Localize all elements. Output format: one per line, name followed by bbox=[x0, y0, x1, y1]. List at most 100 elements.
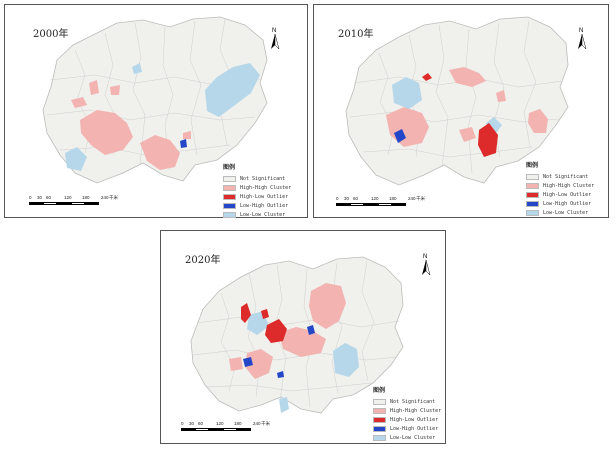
swatch-high-high bbox=[223, 184, 236, 191]
high-high-cluster bbox=[459, 127, 476, 142]
legend-item: Not Significant bbox=[223, 174, 291, 183]
high-high-cluster bbox=[528, 109, 548, 133]
scale-unit: 千米 bbox=[261, 421, 270, 426]
scale-unit: 千米 bbox=[109, 195, 118, 200]
high-high-cluster bbox=[183, 131, 191, 139]
scale-ticks: 0 30 60 120 180 240 千米 bbox=[181, 421, 281, 428]
legend-label: High-High Cluster bbox=[390, 407, 442, 414]
panel-year-label: 2000年 bbox=[33, 29, 69, 40]
legend-label: Low-High Outlier bbox=[543, 200, 592, 207]
north-arrow-icon: N bbox=[422, 254, 431, 276]
scale-tick: 180 bbox=[389, 196, 397, 201]
high-high-cluster bbox=[80, 110, 133, 155]
swatch-not-significant bbox=[526, 173, 539, 180]
north-arrow-icon: N bbox=[271, 28, 280, 50]
north-arrow-icon: N bbox=[578, 28, 587, 50]
map-2010 bbox=[345, 16, 569, 186]
legend-label: High-Low Outlier bbox=[543, 191, 592, 198]
scale-bar: 0 30 60 120 180 240 千米 bbox=[29, 195, 129, 205]
scale-tick: 240 bbox=[101, 195, 109, 200]
legend-item: Low-Low Cluster bbox=[526, 208, 594, 217]
map-panel-2010: 2010年 N 图例 Not Significant High-High Clu… bbox=[313, 4, 609, 218]
scale-ticks: 0 30 60 120 180 240 千米 bbox=[336, 196, 436, 203]
scale-bar: 0 30 60 120 180 240 千米 bbox=[336, 196, 436, 206]
swatch-low-high bbox=[223, 202, 236, 209]
panel-year-label: 2020年 bbox=[185, 255, 221, 266]
scale-bar-graphic bbox=[336, 203, 436, 206]
legend-label: Not Significant bbox=[390, 398, 436, 405]
scale-unit: 千米 bbox=[416, 196, 425, 201]
low-high-outlier bbox=[277, 371, 284, 378]
scale-tick: 30 bbox=[37, 195, 43, 200]
scale-tick: 60 bbox=[353, 196, 359, 201]
legend-label: Low-Low Cluster bbox=[390, 434, 436, 441]
scale-tick: 240 bbox=[253, 421, 261, 426]
legend-label: Low-High Outlier bbox=[390, 425, 439, 432]
legend-title: 图例 bbox=[373, 387, 386, 394]
high-high-cluster bbox=[229, 357, 243, 371]
swatch-high-high bbox=[526, 182, 539, 189]
swatch-low-high bbox=[526, 200, 539, 207]
legend-item: High-High Cluster bbox=[223, 183, 291, 192]
scale-tick: 60 bbox=[198, 421, 204, 426]
swatch-high-low bbox=[526, 191, 539, 198]
low-low-cluster bbox=[132, 63, 142, 74]
low-low-cluster bbox=[279, 397, 289, 413]
map-panel-2000: 2000年 N 图例 Not Significant High-High Clu… bbox=[4, 4, 308, 218]
legend-item: Low-High Outlier bbox=[373, 424, 441, 433]
high-high-cluster bbox=[279, 327, 326, 357]
high-low-outlier bbox=[478, 123, 498, 157]
scale-tick: 240 bbox=[408, 196, 416, 201]
high-low-outlier bbox=[241, 303, 251, 323]
north-label: N bbox=[272, 28, 276, 34]
low-low-cluster bbox=[392, 77, 422, 109]
legend-item: High-Low Outlier bbox=[223, 192, 291, 201]
legend-label: High-High Cluster bbox=[240, 184, 292, 191]
legend: 图例 Not Significant High-High Cluster Hig… bbox=[223, 162, 291, 219]
swatch-low-low bbox=[223, 211, 236, 218]
north-label: N bbox=[579, 28, 583, 34]
scale-tick: 30 bbox=[344, 196, 350, 201]
swatch-high-high bbox=[373, 407, 386, 414]
scale-bar: 0 30 60 120 180 240 千米 bbox=[181, 421, 281, 431]
legend-item: Not Significant bbox=[373, 397, 441, 406]
low-high-outlier bbox=[394, 129, 406, 143]
scale-tick: 0 bbox=[29, 195, 32, 200]
scale-bar-graphic bbox=[29, 202, 129, 205]
low-high-outlier bbox=[180, 139, 187, 148]
legend-title: 图例 bbox=[526, 162, 539, 169]
high-low-outlier bbox=[265, 319, 287, 343]
swatch-low-low bbox=[526, 209, 539, 216]
low-low-cluster bbox=[333, 343, 359, 377]
high-low-outlier bbox=[422, 73, 432, 81]
panel-year-label: 2010年 bbox=[338, 29, 374, 40]
legend-label: Not Significant bbox=[543, 173, 589, 180]
legend-label: Low-Low Cluster bbox=[543, 209, 589, 216]
swatch-high-low bbox=[373, 416, 386, 423]
legend-item: Low-Low Cluster bbox=[373, 433, 441, 442]
legend-item: Low-High Outlier bbox=[223, 201, 291, 210]
swatch-not-significant bbox=[373, 398, 386, 405]
legend-label: High-Low Outlier bbox=[390, 416, 439, 423]
scale-tick: 120 bbox=[216, 421, 224, 426]
legend-label: Not Significant bbox=[240, 175, 286, 182]
scale-bar-graphic bbox=[181, 428, 281, 431]
scale-tick: 180 bbox=[234, 421, 242, 426]
map-2000 bbox=[42, 16, 268, 184]
legend-item: High-Low Outlier bbox=[526, 190, 594, 199]
legend-label: High-High Cluster bbox=[543, 182, 595, 189]
high-high-cluster bbox=[140, 135, 180, 170]
scale-tick: 60 bbox=[46, 195, 52, 200]
legend-item: Not Significant bbox=[526, 172, 594, 181]
scale-tick: 180 bbox=[82, 195, 90, 200]
legend-item: Low-Low Cluster bbox=[223, 210, 291, 219]
swatch-high-low bbox=[223, 193, 236, 200]
swatch-not-significant bbox=[223, 175, 236, 182]
legend-item: High-Low Outlier bbox=[373, 415, 441, 424]
legend-item: High-High Cluster bbox=[373, 406, 441, 415]
scale-tick: 0 bbox=[336, 196, 339, 201]
legend: 图例 Not Significant High-High Cluster Hig… bbox=[526, 160, 594, 217]
legend-title: 图例 bbox=[223, 164, 236, 171]
swatch-low-high bbox=[373, 425, 386, 432]
legend-item: Low-High Outlier bbox=[526, 199, 594, 208]
